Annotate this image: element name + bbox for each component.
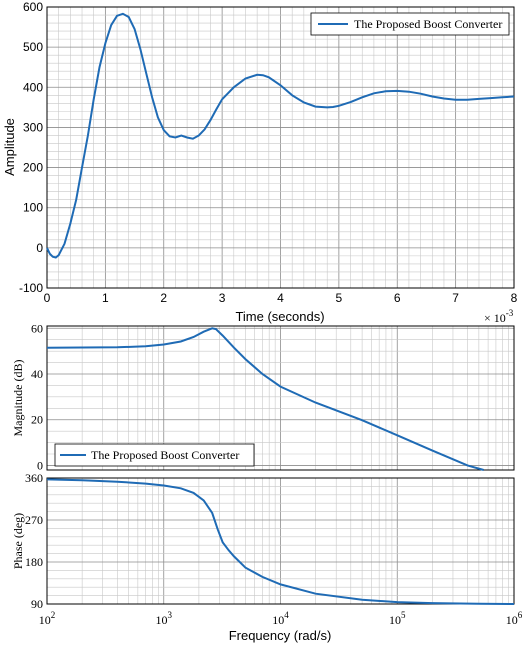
step-series-line — [46, 12, 515, 259]
phase-ytick-label: 180 — [25, 555, 43, 569]
phase-ytick-label: 270 — [25, 513, 43, 527]
phase-xtick-base: 10 — [506, 613, 518, 627]
phase-series-line — [46, 478, 515, 605]
phase-xtick-base: 10 — [39, 613, 51, 627]
mag-ytick-label: 60 — [31, 321, 43, 335]
step-xtick-label: 1 — [102, 291, 109, 305]
mag-ytick-label: 20 — [31, 413, 43, 427]
phase-xtick-base: 10 — [389, 613, 401, 627]
mag-exponent-base: × 10 — [484, 311, 506, 325]
step-legend-label: The Proposed Boost Converter — [354, 17, 502, 31]
step-xtick-label: 3 — [219, 291, 226, 305]
step-xtick-label: 6 — [394, 291, 401, 305]
mag-series-line — [46, 327, 484, 471]
phase-xtick-label: 104 — [272, 610, 289, 627]
step-xtick-label: 4 — [277, 291, 284, 305]
phase-xtick-exponent: 4 — [284, 610, 289, 620]
step-ytick-label: 100 — [23, 201, 43, 215]
step-ytick-label: 500 — [23, 40, 43, 54]
step-xtick-label: 8 — [511, 291, 518, 305]
mag-legend: The Proposed Boost Converter — [54, 443, 255, 467]
phase-xtick-base: 10 — [272, 613, 284, 627]
phase-xtick-exponent: 6 — [518, 610, 523, 620]
mag-legend-label: The Proposed Boost Converter — [91, 448, 239, 462]
mag-ylabel: Magnitude (dB) — [11, 360, 25, 437]
mag-ytick-label: 0 — [37, 458, 43, 472]
phase-xtick-base: 10 — [156, 613, 168, 627]
step-legend-box — [310, 12, 510, 36]
phase-ytick-label: 360 — [25, 471, 43, 485]
mag-exponent-label: × 10-3 — [484, 308, 514, 325]
mag-axes-box — [46, 325, 515, 471]
mag-tick-labels: 0 20 40 60 — [31, 321, 43, 472]
step-ytick-label: 0 — [36, 241, 43, 255]
phase-xtick-label: 106 — [506, 610, 523, 627]
step-xtick-label: 5 — [336, 291, 343, 305]
mag-ytick-label: 40 — [31, 367, 43, 381]
phase-ytick-label: 90 — [31, 597, 43, 611]
step-ytick-label: 300 — [23, 120, 43, 134]
step-ylabel: Amplitude — [2, 118, 17, 176]
step-xtick-label: 0 — [44, 291, 51, 305]
phase-axes-box — [46, 477, 515, 605]
phase-xtick-exponent: 3 — [168, 610, 173, 620]
step-xlabel: Time (seconds) — [235, 309, 324, 324]
step-legend: The Proposed Boost Converter — [310, 12, 510, 36]
step-grid — [46, 6, 515, 289]
bode-magnitude-plot: 0 20 40 60 × 10-3 The Proposed Boost Conver… — [11, 308, 515, 472]
phase-xtick-label: 102 — [39, 610, 56, 627]
phase-ylabel: Phase (deg) — [11, 513, 25, 569]
mag-exponent-power: -3 — [506, 308, 514, 318]
step-xtick-label: 7 — [452, 291, 459, 305]
step-ytick-label: -100 — [19, 281, 43, 295]
phase-xtick-label: 105 — [389, 610, 406, 627]
step-ytick-label: 200 — [23, 161, 43, 175]
phase-xtick-label: 103 — [156, 610, 173, 627]
phase-xlabel: Frequency (rad/s) — [229, 628, 332, 643]
mag-legend-box — [54, 443, 255, 467]
step-xtick-label: 2 — [160, 291, 167, 305]
step-axes-box — [46, 6, 515, 289]
phase-xtick-exponent: 5 — [401, 610, 406, 620]
step-ytick-label: 600 — [23, 0, 43, 14]
phase-xtick-exponent: 2 — [51, 610, 56, 620]
step-ytick-label: 400 — [23, 80, 43, 94]
